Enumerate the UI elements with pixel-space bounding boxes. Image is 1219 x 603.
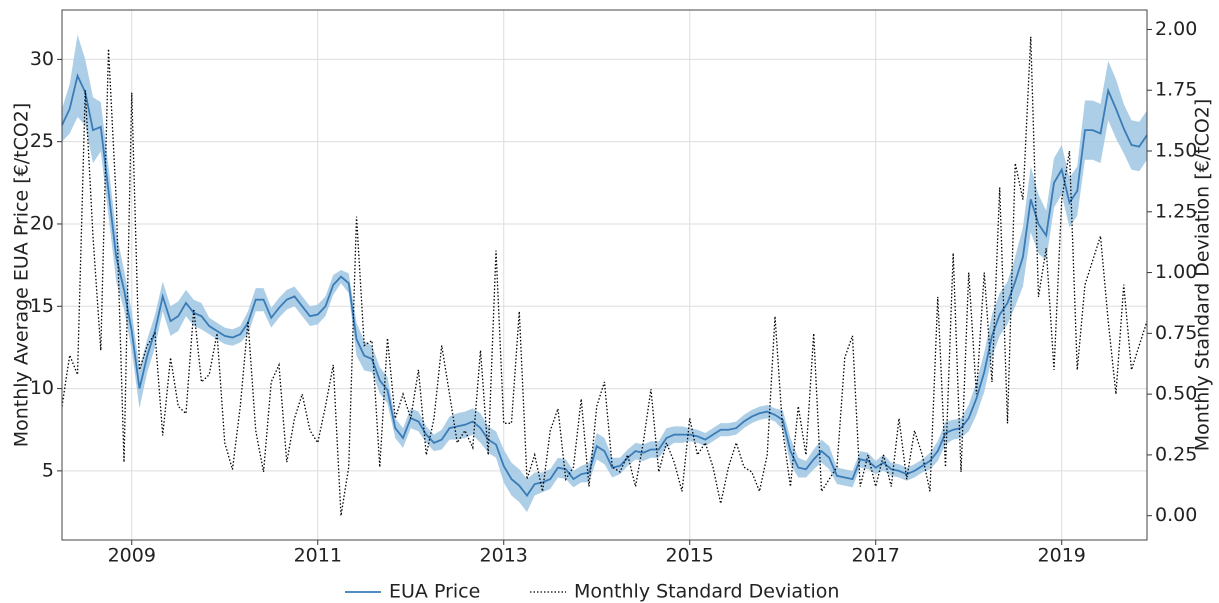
y-tick-label: 30	[30, 48, 54, 70]
legend-label: Monthly Standard Deviation	[574, 581, 839, 603]
plot-frame	[61, 9, 1148, 541]
y2-tick-label: 0.25	[1155, 443, 1197, 465]
y2-tick-label: 1.50	[1155, 140, 1197, 162]
y2-tick-label: 0.00	[1155, 504, 1197, 526]
y2-tick-label: 0.75	[1155, 322, 1197, 344]
y2-tick-label: 1.75	[1155, 79, 1197, 101]
y-tick-label: 5	[42, 459, 54, 481]
y-tick-label: 15	[30, 295, 54, 317]
x-tick-label: 2013	[480, 545, 528, 567]
y2-tick-label: 1.25	[1155, 200, 1197, 222]
x-tick-label: 2009	[108, 545, 156, 567]
y2-tick-label: 2.00	[1155, 18, 1197, 40]
y-tick-label: 10	[30, 377, 54, 399]
y-tick-label: 20	[30, 212, 54, 234]
y-axis-label: Monthly Average EUA Price [€/tCO2]	[11, 103, 33, 448]
y-tick-label: 25	[30, 130, 54, 152]
x-tick-label: 2017	[852, 545, 900, 567]
x-tick-label: 2019	[1038, 545, 1086, 567]
x-tick-label: 2015	[666, 545, 714, 567]
y2-tick-label: 1.00	[1155, 261, 1197, 283]
x-tick-label: 2011	[294, 545, 342, 567]
y2-tick-label: 0.50	[1155, 383, 1197, 405]
legend-label: EUA Price	[389, 581, 480, 603]
line	[61, 73, 1148, 498]
y2-axis-label: Monthly Standard Deviation [€/tCO2]	[1192, 99, 1214, 452]
line	[61, 36, 1148, 516]
